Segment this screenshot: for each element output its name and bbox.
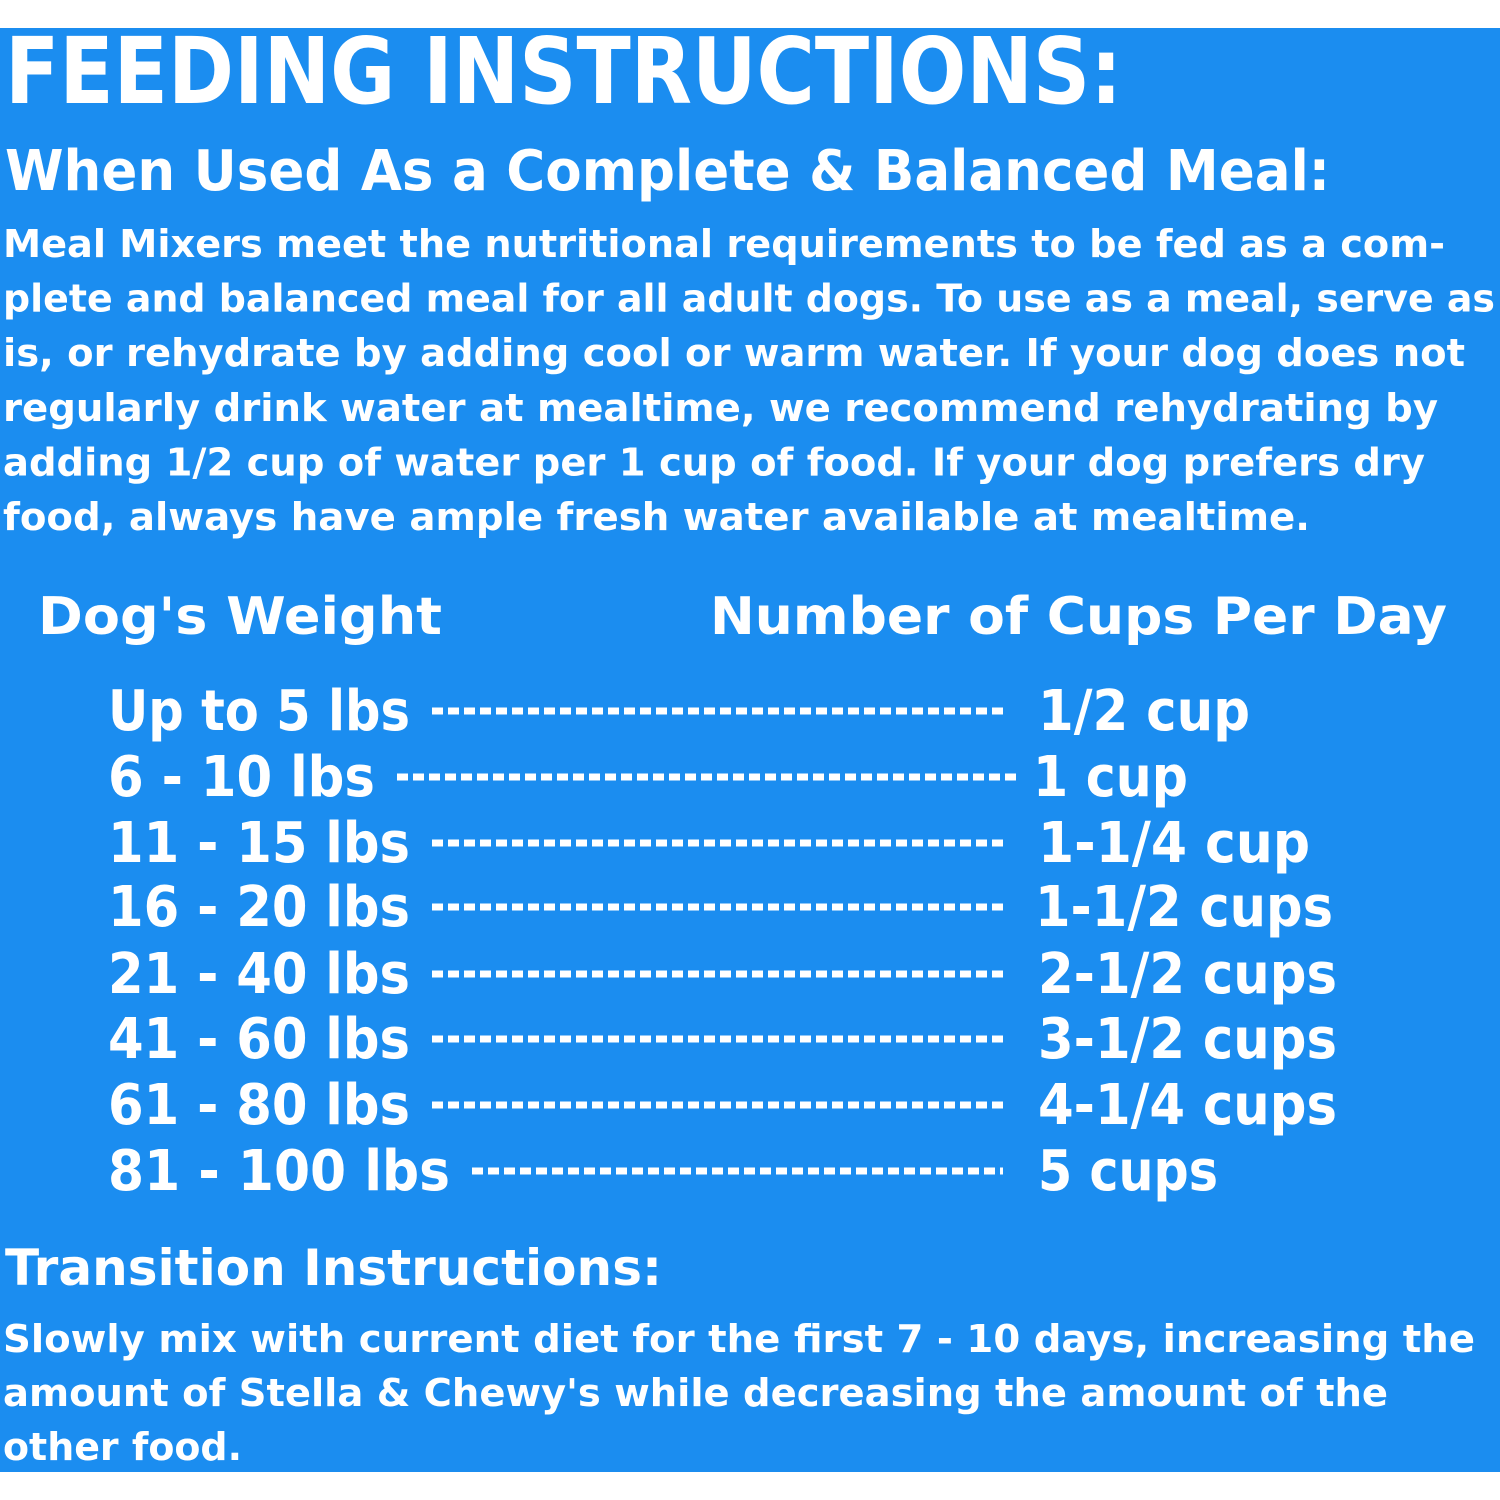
weight-cell: 81 - 100 lbs [108, 1139, 450, 1204]
cups-cell: 1 cup [1033, 745, 1188, 810]
intro-line: regularly drink water at mealtime, we re… [3, 386, 1438, 430]
intro-line: is, or rehydrate by adding cool or warm … [3, 331, 1465, 375]
cups-cell: 1-1/4 cup [1038, 811, 1310, 876]
cups-cell: 3-1/2 cups [1038, 1007, 1337, 1072]
weight-cell: 61 - 80 lbs [108, 1073, 410, 1138]
intro-line: food, always have ample fresh water avai… [3, 495, 1310, 539]
cups-cell: 4-1/4 cups [1038, 1073, 1337, 1138]
weight-cell: 41 - 60 lbs [108, 1007, 410, 1072]
intro-line: plete and balanced meal for all adult do… [3, 277, 1495, 321]
weight-cell: Up to 5 lbs [108, 679, 410, 744]
weight-cell: 21 - 40 lbs [108, 942, 410, 1007]
transition-title: Transition Instructions: [5, 1239, 662, 1297]
background-panel [0, 28, 1500, 1472]
transition-line: Slowly mix with current diet for the fir… [3, 1317, 1475, 1361]
subtitle: When Used As a Complete & Balanced Meal: [5, 139, 1330, 204]
weight-cell: 6 - 10 lbs [108, 745, 375, 810]
cups-cell: 1/2 cup [1038, 679, 1250, 744]
transition-line: other food. [3, 1425, 242, 1469]
cups-cell: 2-1/2 cups [1038, 942, 1337, 1007]
transition-line: amount of Stella & Chewy's while decreas… [3, 1371, 1388, 1415]
title: FEEDING INSTRUCTIONS: [5, 18, 1122, 125]
weight-cell: 11 - 15 lbs [108, 811, 410, 876]
cups-cell: 5 cups [1038, 1139, 1218, 1204]
intro-line: Meal Mixers meet the nutritional require… [3, 222, 1445, 266]
cups-cell: 1-1/2 cups [1035, 875, 1333, 940]
intro-line: adding 1/2 cup of water per 1 cup of foo… [3, 440, 1425, 484]
table-header: Dog's Weight [38, 587, 442, 647]
table-header: Number of Cups Per Day [710, 587, 1447, 647]
weight-cell: 16 - 20 lbs [108, 875, 410, 940]
